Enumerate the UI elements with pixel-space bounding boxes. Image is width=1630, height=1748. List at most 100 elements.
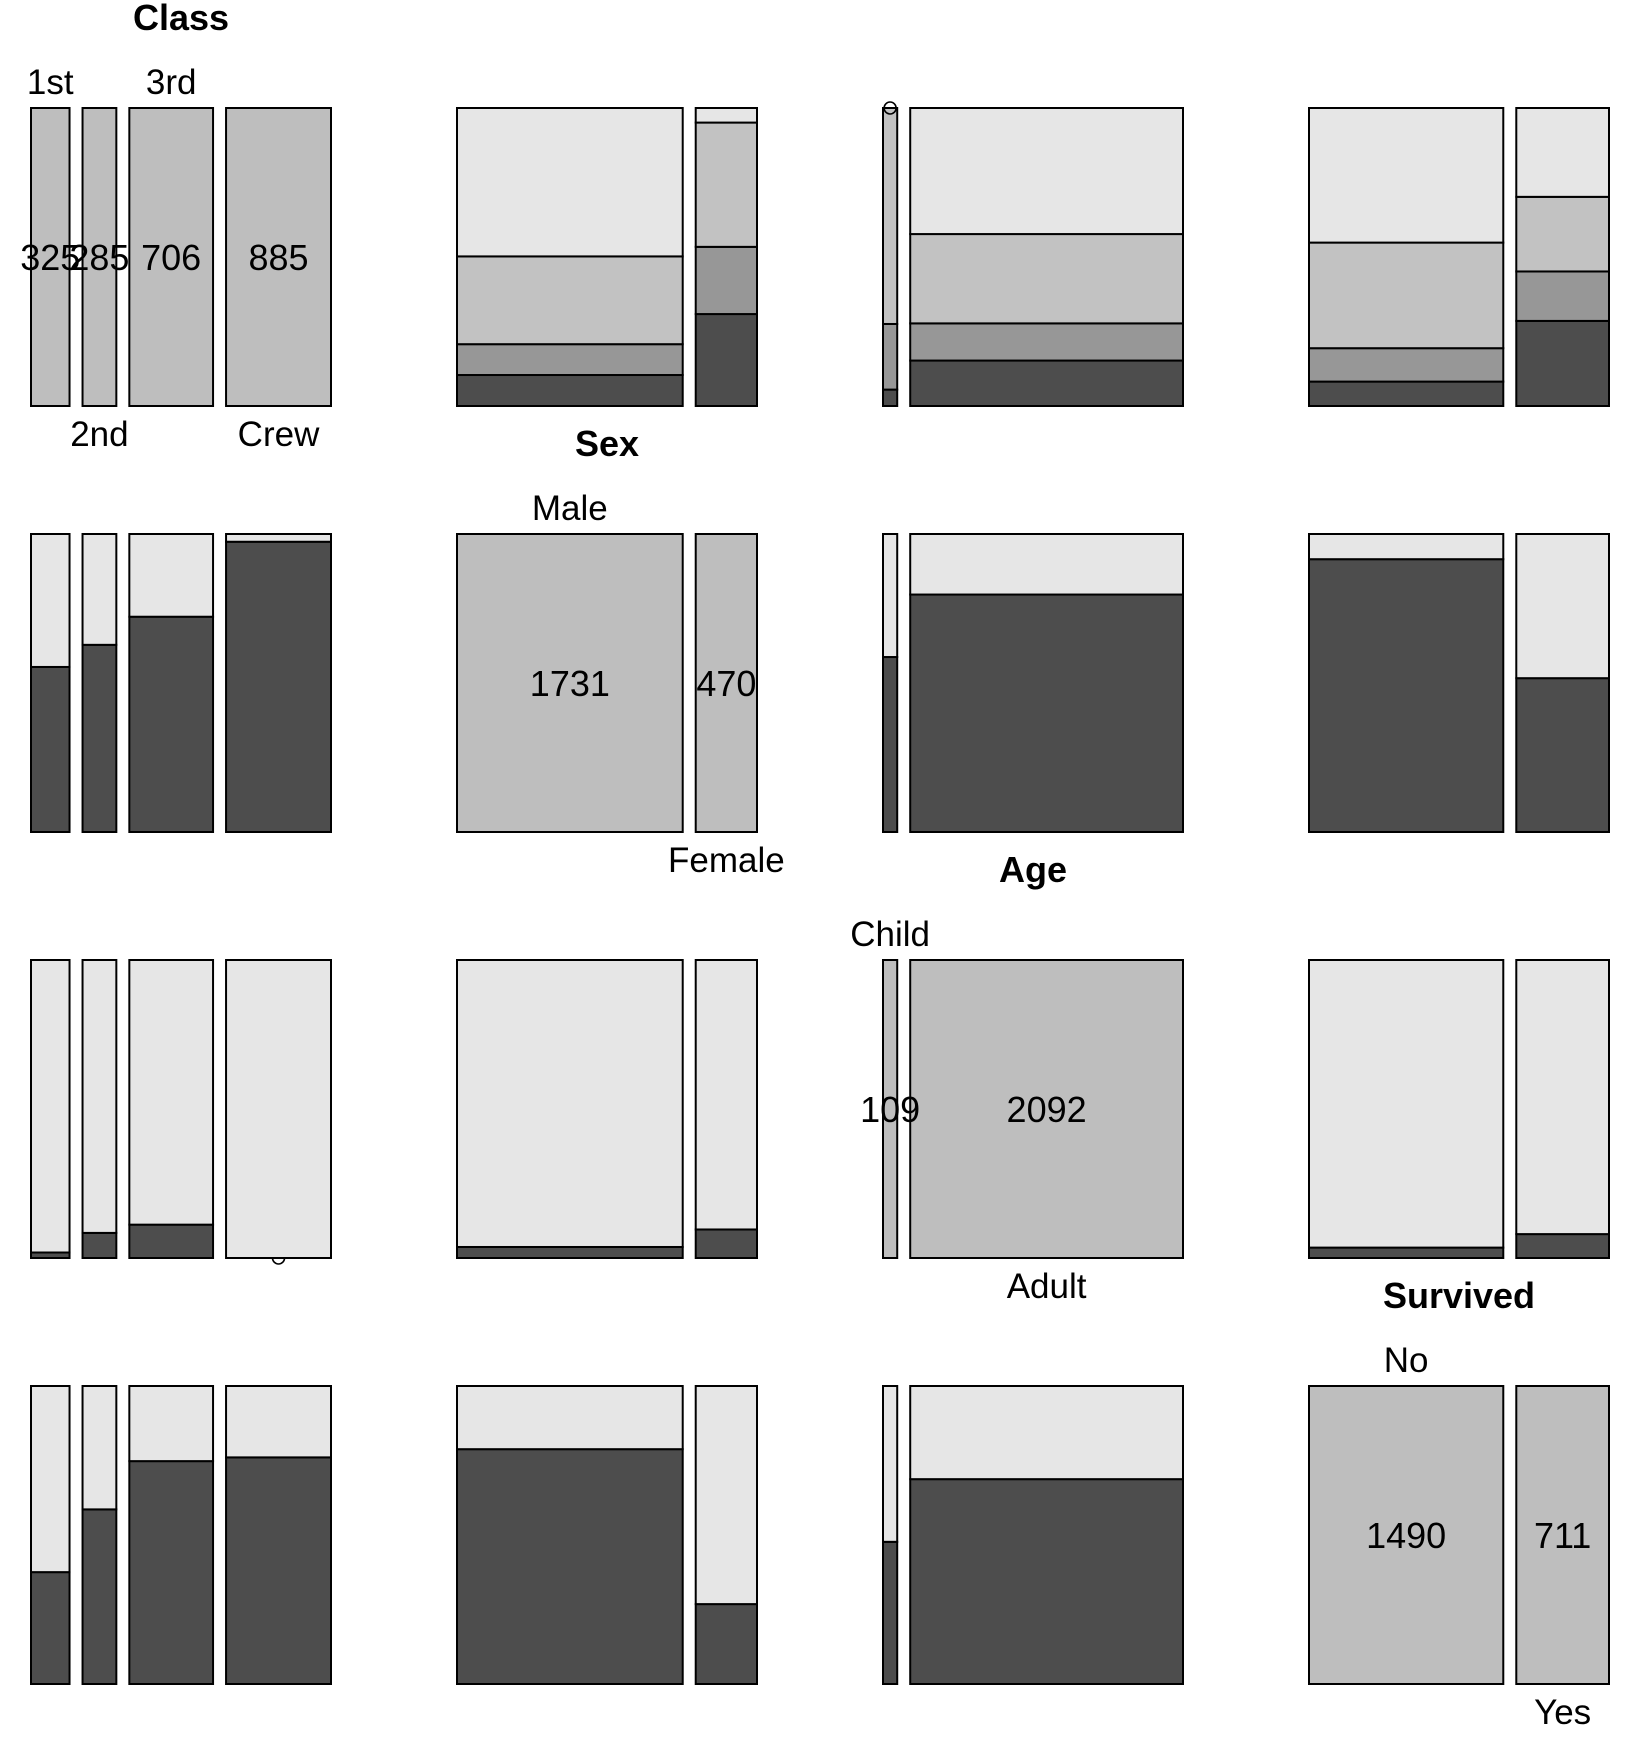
tile-adult-yes [909, 1385, 1184, 1481]
count-label-child: 109 [860, 1089, 920, 1130]
panel-class-age [882, 101, 1184, 408]
tile-1st-female [30, 533, 71, 668]
tile-class-3rd [128, 107, 215, 407]
tile-3rd-no [128, 1460, 215, 1686]
tile-2nd-yes [81, 1385, 118, 1511]
tile-crew-no [225, 1456, 332, 1685]
tile-no-2nd [1308, 347, 1505, 383]
tile-no-3rd [1308, 241, 1505, 350]
tile-child-no [882, 1540, 899, 1685]
tile-child-female [882, 533, 899, 659]
tile-crew-yes [225, 1385, 332, 1459]
tile-male-no [456, 1448, 684, 1685]
variable-title-age: Age [999, 849, 1067, 890]
level-label-no: No [1384, 1341, 1429, 1380]
tile-yes-crew [1515, 107, 1610, 198]
count-label-1st: 325 [20, 237, 80, 278]
tile-yes-2nd [1515, 270, 1610, 322]
tile-adult-male [909, 593, 1184, 834]
tile-1st-no [30, 1571, 71, 1685]
tile-adult-female [909, 533, 1184, 596]
panel-survived-sex [456, 1385, 759, 1685]
tile-crew-female [225, 533, 332, 543]
tile-adult-crew [909, 107, 1184, 236]
tile-yes-child [1515, 1233, 1610, 1260]
count-label-adult: 2092 [1007, 1089, 1087, 1130]
panel-class-survived [1308, 107, 1610, 408]
tile-age-child [882, 959, 899, 1259]
tile-male-3rd [456, 255, 684, 346]
tile-female-3rd [694, 121, 759, 248]
tile-female-no [694, 1603, 759, 1685]
count-label-crew: 885 [248, 237, 308, 278]
panel-survived-survived: 1490 711 Survived No Yes [1308, 1275, 1610, 1732]
tile-yes-3rd [1515, 195, 1610, 273]
count-label-yes: 711 [1534, 1515, 1591, 1556]
tile-yes-female [1515, 533, 1610, 680]
tile-class-1st [30, 107, 71, 407]
panel-sex-class [30, 533, 332, 834]
level-label-yes: Yes [1534, 1693, 1591, 1732]
tile-child-3rd [882, 107, 899, 325]
tile-no-male [1308, 558, 1505, 833]
panel-age-survived [1308, 959, 1610, 1260]
tile-sex-female [694, 533, 759, 833]
level-label-crew: Crew [238, 415, 320, 454]
count-label-no: 1490 [1366, 1515, 1446, 1556]
tile-3rd-child [128, 1223, 215, 1260]
variable-title-class: Class [133, 0, 229, 38]
tile-yes-male [1515, 677, 1610, 834]
tile-male-1st [456, 374, 684, 408]
tile-crew-adult [225, 959, 332, 1259]
tile-2nd-no [81, 1508, 118, 1685]
tile-2nd-adult [81, 959, 118, 1234]
tile-age-adult [909, 959, 1184, 1259]
tile-class-crew [225, 107, 332, 407]
tile-female-crew [694, 107, 759, 124]
count-label-female: 470 [696, 663, 756, 704]
tile-1st-yes [30, 1385, 71, 1574]
tile-child-1st [882, 388, 899, 408]
tile-crew-male [225, 540, 332, 833]
count-label-2nd: 285 [69, 237, 129, 278]
tile-no-child [1308, 1246, 1505, 1259]
tile-2nd-child [81, 1231, 118, 1260]
tile-no-female [1308, 533, 1505, 561]
tile-female-1st [694, 313, 759, 408]
tile-adult-3rd [909, 233, 1184, 325]
tile-female-yes [694, 1385, 759, 1606]
panel-sex-survived [1308, 533, 1610, 834]
tile-3rd-female [128, 533, 215, 618]
level-label-child: Child [850, 915, 930, 954]
tile-male-child [456, 1245, 684, 1259]
tile-child-2nd [882, 322, 899, 391]
variable-title-survived: Survived [1383, 1275, 1535, 1316]
tile-3rd-yes [128, 1385, 215, 1463]
tile-female-2nd [694, 245, 759, 316]
panel-survived-age [882, 1385, 1184, 1686]
level-label-3rd: 3rd [146, 63, 197, 102]
tile-yes-1st [1515, 319, 1610, 408]
tile-sex-male [456, 533, 684, 833]
tile-no-adult [1308, 959, 1505, 1249]
tile-yes-adult [1515, 959, 1610, 1236]
variable-title-sex: Sex [575, 423, 639, 464]
level-label-adult: Adult [1007, 1267, 1087, 1306]
tile-adult-1st [909, 359, 1184, 407]
tile-1st-male [30, 665, 71, 834]
tile-male-yes [456, 1385, 684, 1451]
tile-no-crew [1308, 107, 1505, 244]
panel-age-sex [456, 959, 759, 1260]
panel-age-class [30, 959, 332, 1265]
count-label-3rd: 706 [141, 237, 201, 278]
empty-cell-marker [883, 101, 897, 115]
tile-3rd-male [128, 615, 215, 834]
tile-female-child [694, 1228, 759, 1260]
tile-survived-yes [1515, 1385, 1610, 1685]
panel-sex-sex: 1731 470 Sex Male Female [456, 423, 785, 880]
tile-survived-no [1308, 1385, 1505, 1685]
tile-female-adult [694, 959, 759, 1231]
tile-1st-adult [30, 959, 71, 1254]
